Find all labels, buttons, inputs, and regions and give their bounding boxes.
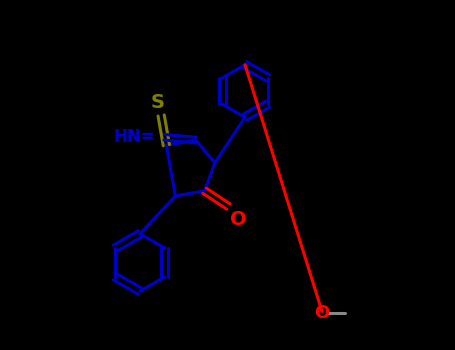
Text: S: S: [151, 93, 165, 112]
Text: O: O: [230, 210, 247, 229]
Text: O: O: [314, 304, 329, 322]
Text: HN=: HN=: [113, 128, 155, 146]
